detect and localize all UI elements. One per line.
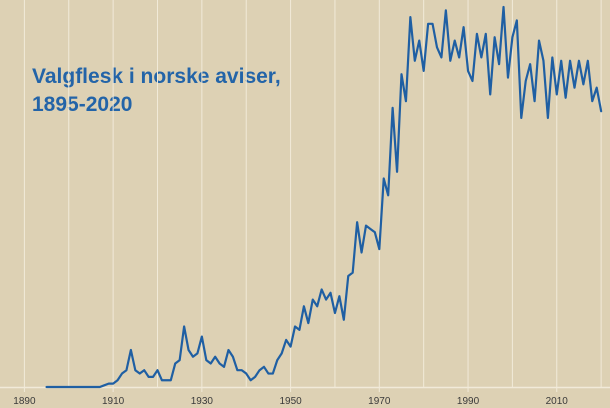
x-tick-label-1930: 1930 xyxy=(191,396,214,407)
x-tick-label-1950: 1950 xyxy=(279,396,302,407)
x-tick-label-1990: 1990 xyxy=(457,396,480,407)
x-tick-label-1890: 1890 xyxy=(13,396,36,407)
chart-title: Valgflesk i norske aviser, 1895-2020 xyxy=(32,63,281,119)
chart-title-line-2: 1895-2020 xyxy=(32,93,133,116)
vertical-grid xyxy=(23,0,602,387)
chart-title-line-1: Valgflesk i norske aviser, xyxy=(32,65,281,88)
x-tick-label-1910: 1910 xyxy=(102,396,125,407)
x-tick-label-1970: 1970 xyxy=(368,396,391,407)
x-tick-label-2010: 2010 xyxy=(546,396,569,407)
series-line xyxy=(45,5,603,389)
x-axis-ticks: 1890 1910 1930 1950 1970 1990 2010 xyxy=(13,387,568,407)
